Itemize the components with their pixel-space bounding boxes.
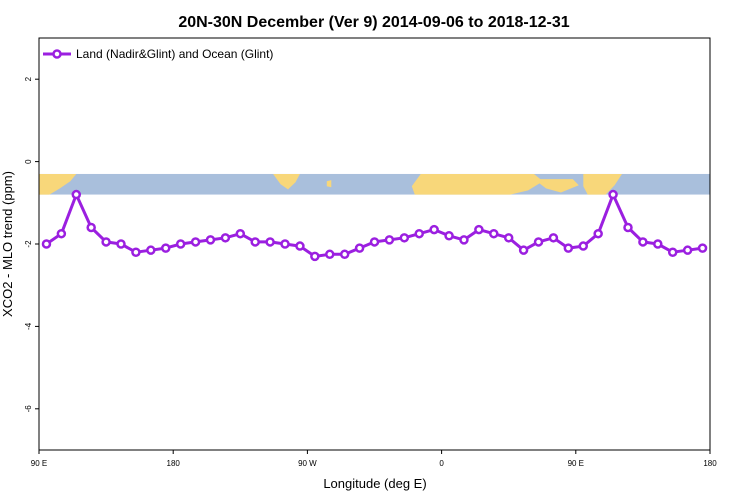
map-land xyxy=(273,174,300,190)
data-point xyxy=(41,239,52,249)
data-point xyxy=(459,235,469,245)
x-tick-label: 180 xyxy=(167,459,181,468)
x-tick-label: 0 xyxy=(439,459,444,468)
data-point xyxy=(399,233,410,243)
data-point xyxy=(310,251,320,262)
data-point xyxy=(444,231,454,241)
data-point xyxy=(295,241,305,251)
map-land xyxy=(583,174,622,195)
y-tick-label: 2 xyxy=(24,76,33,81)
data-point xyxy=(578,241,589,251)
chart-title: 20N-30N December (Ver 9) 2014-09-06 to 2… xyxy=(178,14,569,31)
data-point xyxy=(116,239,126,249)
data-point xyxy=(146,245,156,255)
x-tick-label: 90 E xyxy=(31,459,47,468)
data-point xyxy=(131,247,141,257)
legend: Land (Nadir&Glint) and Ocean (Glint) xyxy=(43,47,273,61)
y-tick-label: -4 xyxy=(24,322,33,330)
y-tick-label: -2 xyxy=(24,240,33,248)
data-point xyxy=(682,245,693,255)
data-point xyxy=(235,228,246,239)
data-point xyxy=(325,249,335,260)
map-land xyxy=(534,179,579,193)
map-land xyxy=(507,183,526,193)
data-point xyxy=(667,247,678,257)
data-point xyxy=(220,233,231,243)
data-point xyxy=(608,189,618,200)
data-point xyxy=(369,237,380,247)
data-point xyxy=(518,245,529,255)
x-tick-label: 180 xyxy=(703,459,717,468)
data-point xyxy=(384,235,395,245)
map-land xyxy=(326,180,332,188)
data-point xyxy=(160,243,171,253)
data-point xyxy=(205,235,216,245)
y-axis: 2 0 -2 -4 -6 xyxy=(24,76,39,412)
y-axis-label: XCO2 - MLO trend (ppm) xyxy=(0,171,15,317)
y-tick-label: 0 xyxy=(24,159,33,164)
data-point xyxy=(354,243,365,253)
data-point xyxy=(71,189,82,200)
data-point xyxy=(86,222,96,233)
data-point xyxy=(175,239,186,249)
legend-marker xyxy=(52,49,62,59)
series-layer xyxy=(41,189,708,262)
x-axis-label: Longitude (deg E) xyxy=(323,476,426,491)
data-point xyxy=(474,224,484,235)
map-land xyxy=(39,174,77,195)
data-point xyxy=(638,237,648,247)
data-point xyxy=(563,243,574,253)
data-point xyxy=(190,237,201,247)
data-point xyxy=(280,239,290,249)
map-land xyxy=(411,174,543,195)
data-point xyxy=(593,228,603,239)
data-point xyxy=(414,228,424,239)
data-point xyxy=(250,237,260,247)
x-tick-label: 90 W xyxy=(298,459,317,468)
data-point xyxy=(533,237,544,247)
x-tick-label: 90 E xyxy=(568,459,584,468)
data-point xyxy=(429,224,439,235)
data-point xyxy=(265,237,275,247)
data-point xyxy=(489,228,499,239)
data-point xyxy=(623,222,633,233)
x-axis: 90 E 180 90 W 0 90 E 180 xyxy=(31,450,717,468)
series-line xyxy=(45,193,703,258)
data-point xyxy=(339,249,350,260)
data-point xyxy=(503,233,514,243)
world-map-strip xyxy=(39,173,710,195)
data-point xyxy=(101,237,111,247)
data-point xyxy=(653,239,663,249)
y-tick-label: -6 xyxy=(24,405,33,413)
data-point xyxy=(56,228,67,239)
legend-label: Land (Nadir&Glint) and Ocean (Glint) xyxy=(76,47,273,61)
data-point xyxy=(697,243,708,253)
data-point xyxy=(548,233,559,243)
